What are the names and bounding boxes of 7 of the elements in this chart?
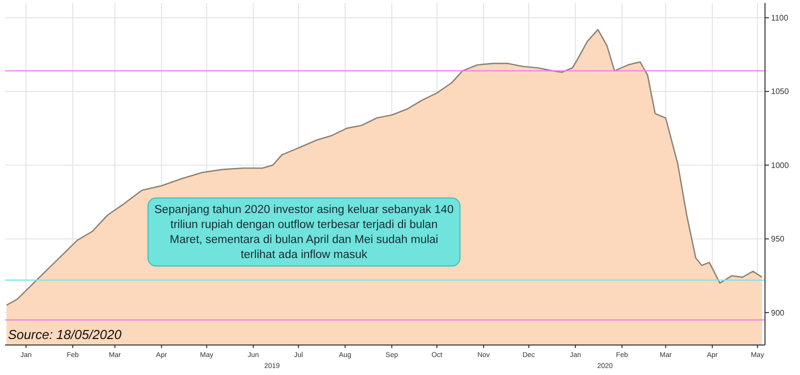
y-tick-label: 1100 xyxy=(771,14,789,23)
y-tick-label: 950 xyxy=(771,234,785,244)
y-tick-label: 1000 xyxy=(771,160,790,170)
annotation: Source: 18/05/2020 xyxy=(8,327,122,342)
annotation: Sepanjang tahun 2020 investor asing keluar sebanyak 140 triliun rupiah dengan outflow terbesar terjadi di bulan Maret, sementara di bulan April dan Mei sudah mulai terlihat ada inflow masuk xyxy=(154,204,454,261)
y-tick-label: 1050 xyxy=(771,87,790,96)
y-tick-label: 900 xyxy=(771,308,785,318)
